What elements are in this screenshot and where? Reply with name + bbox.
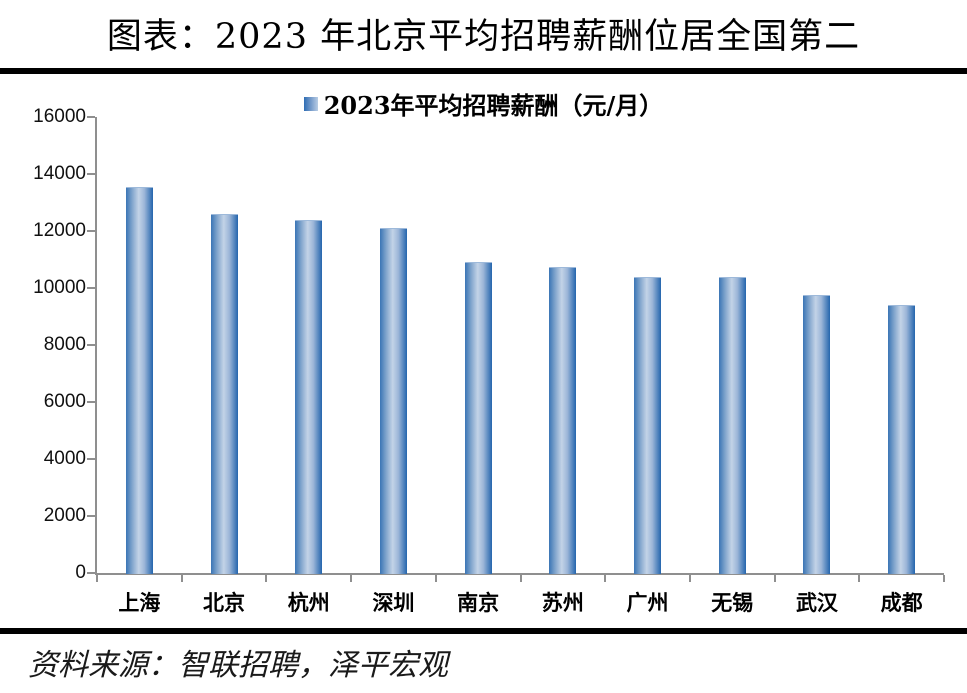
page-title: 图表：2023 年北京平均招聘薪酬位居全国第二 [106,17,861,57]
y-axis-tick [87,230,95,232]
bar [295,219,323,574]
x-axis-tick [858,575,861,582]
x-axis-label: 成都 [880,590,923,615]
x-axis-label: 武汉 [795,590,838,615]
legend-marker-icon [303,96,318,111]
x-axis-label: 深圳 [372,590,415,615]
x-axis-tick [604,575,607,582]
x-axis-tick [265,575,268,582]
x-axis-tick [519,575,522,582]
bar [888,305,916,574]
legend-label: 2023年平均招聘薪酬（元/月） [323,91,664,120]
x-axis-line [95,573,944,575]
bar [803,295,831,574]
x-axis-tick [180,575,183,582]
y-axis-label: 2000 [43,505,86,526]
x-axis-tick [688,575,691,582]
y-axis-label: 6000 [43,391,86,412]
chart-legend: 2023年平均招聘薪酬（元/月） [0,86,967,121]
y-axis-label: 16000 [33,106,86,127]
x-axis-label: 北京 [203,590,246,615]
y-axis-label: 14000 [33,163,86,184]
bar [125,186,153,574]
y-axis-tick [87,401,95,403]
y-axis-label: 8000 [43,334,86,355]
x-axis-label: 南京 [457,590,500,615]
y-axis-line [95,117,97,575]
bar [379,228,407,574]
source-note: 资料来源：智联招聘，泽平宏观 [28,648,448,683]
bar [210,213,238,574]
y-axis-label: 10000 [33,277,86,298]
bar [718,276,746,574]
x-axis-tick [434,575,437,582]
x-axis-label: 无锡 [711,590,754,615]
bar [634,276,662,574]
y-axis-tick [87,287,95,289]
x-axis-tick [350,575,353,582]
bottom-divider [0,628,967,634]
x-axis-tick [943,575,945,582]
y-axis-label: 4000 [43,448,86,469]
bar [549,266,577,574]
x-axis-tick [96,575,98,582]
x-axis-label: 杭州 [287,590,330,615]
y-axis-tick [87,344,95,346]
x-axis-tick [773,575,776,582]
x-axis-label: 苏州 [541,590,584,615]
y-axis-tick [87,173,95,175]
y-axis-label: 12000 [33,220,86,241]
y-axis-tick [87,572,95,574]
top-divider [0,68,967,74]
y-axis-tick [87,116,95,118]
y-axis-tick [87,515,95,517]
bar [464,262,492,574]
x-axis-label: 广州 [626,590,669,615]
x-axis-label: 上海 [118,590,161,615]
y-axis-tick [87,458,95,460]
y-axis-label: 0 [75,562,86,583]
